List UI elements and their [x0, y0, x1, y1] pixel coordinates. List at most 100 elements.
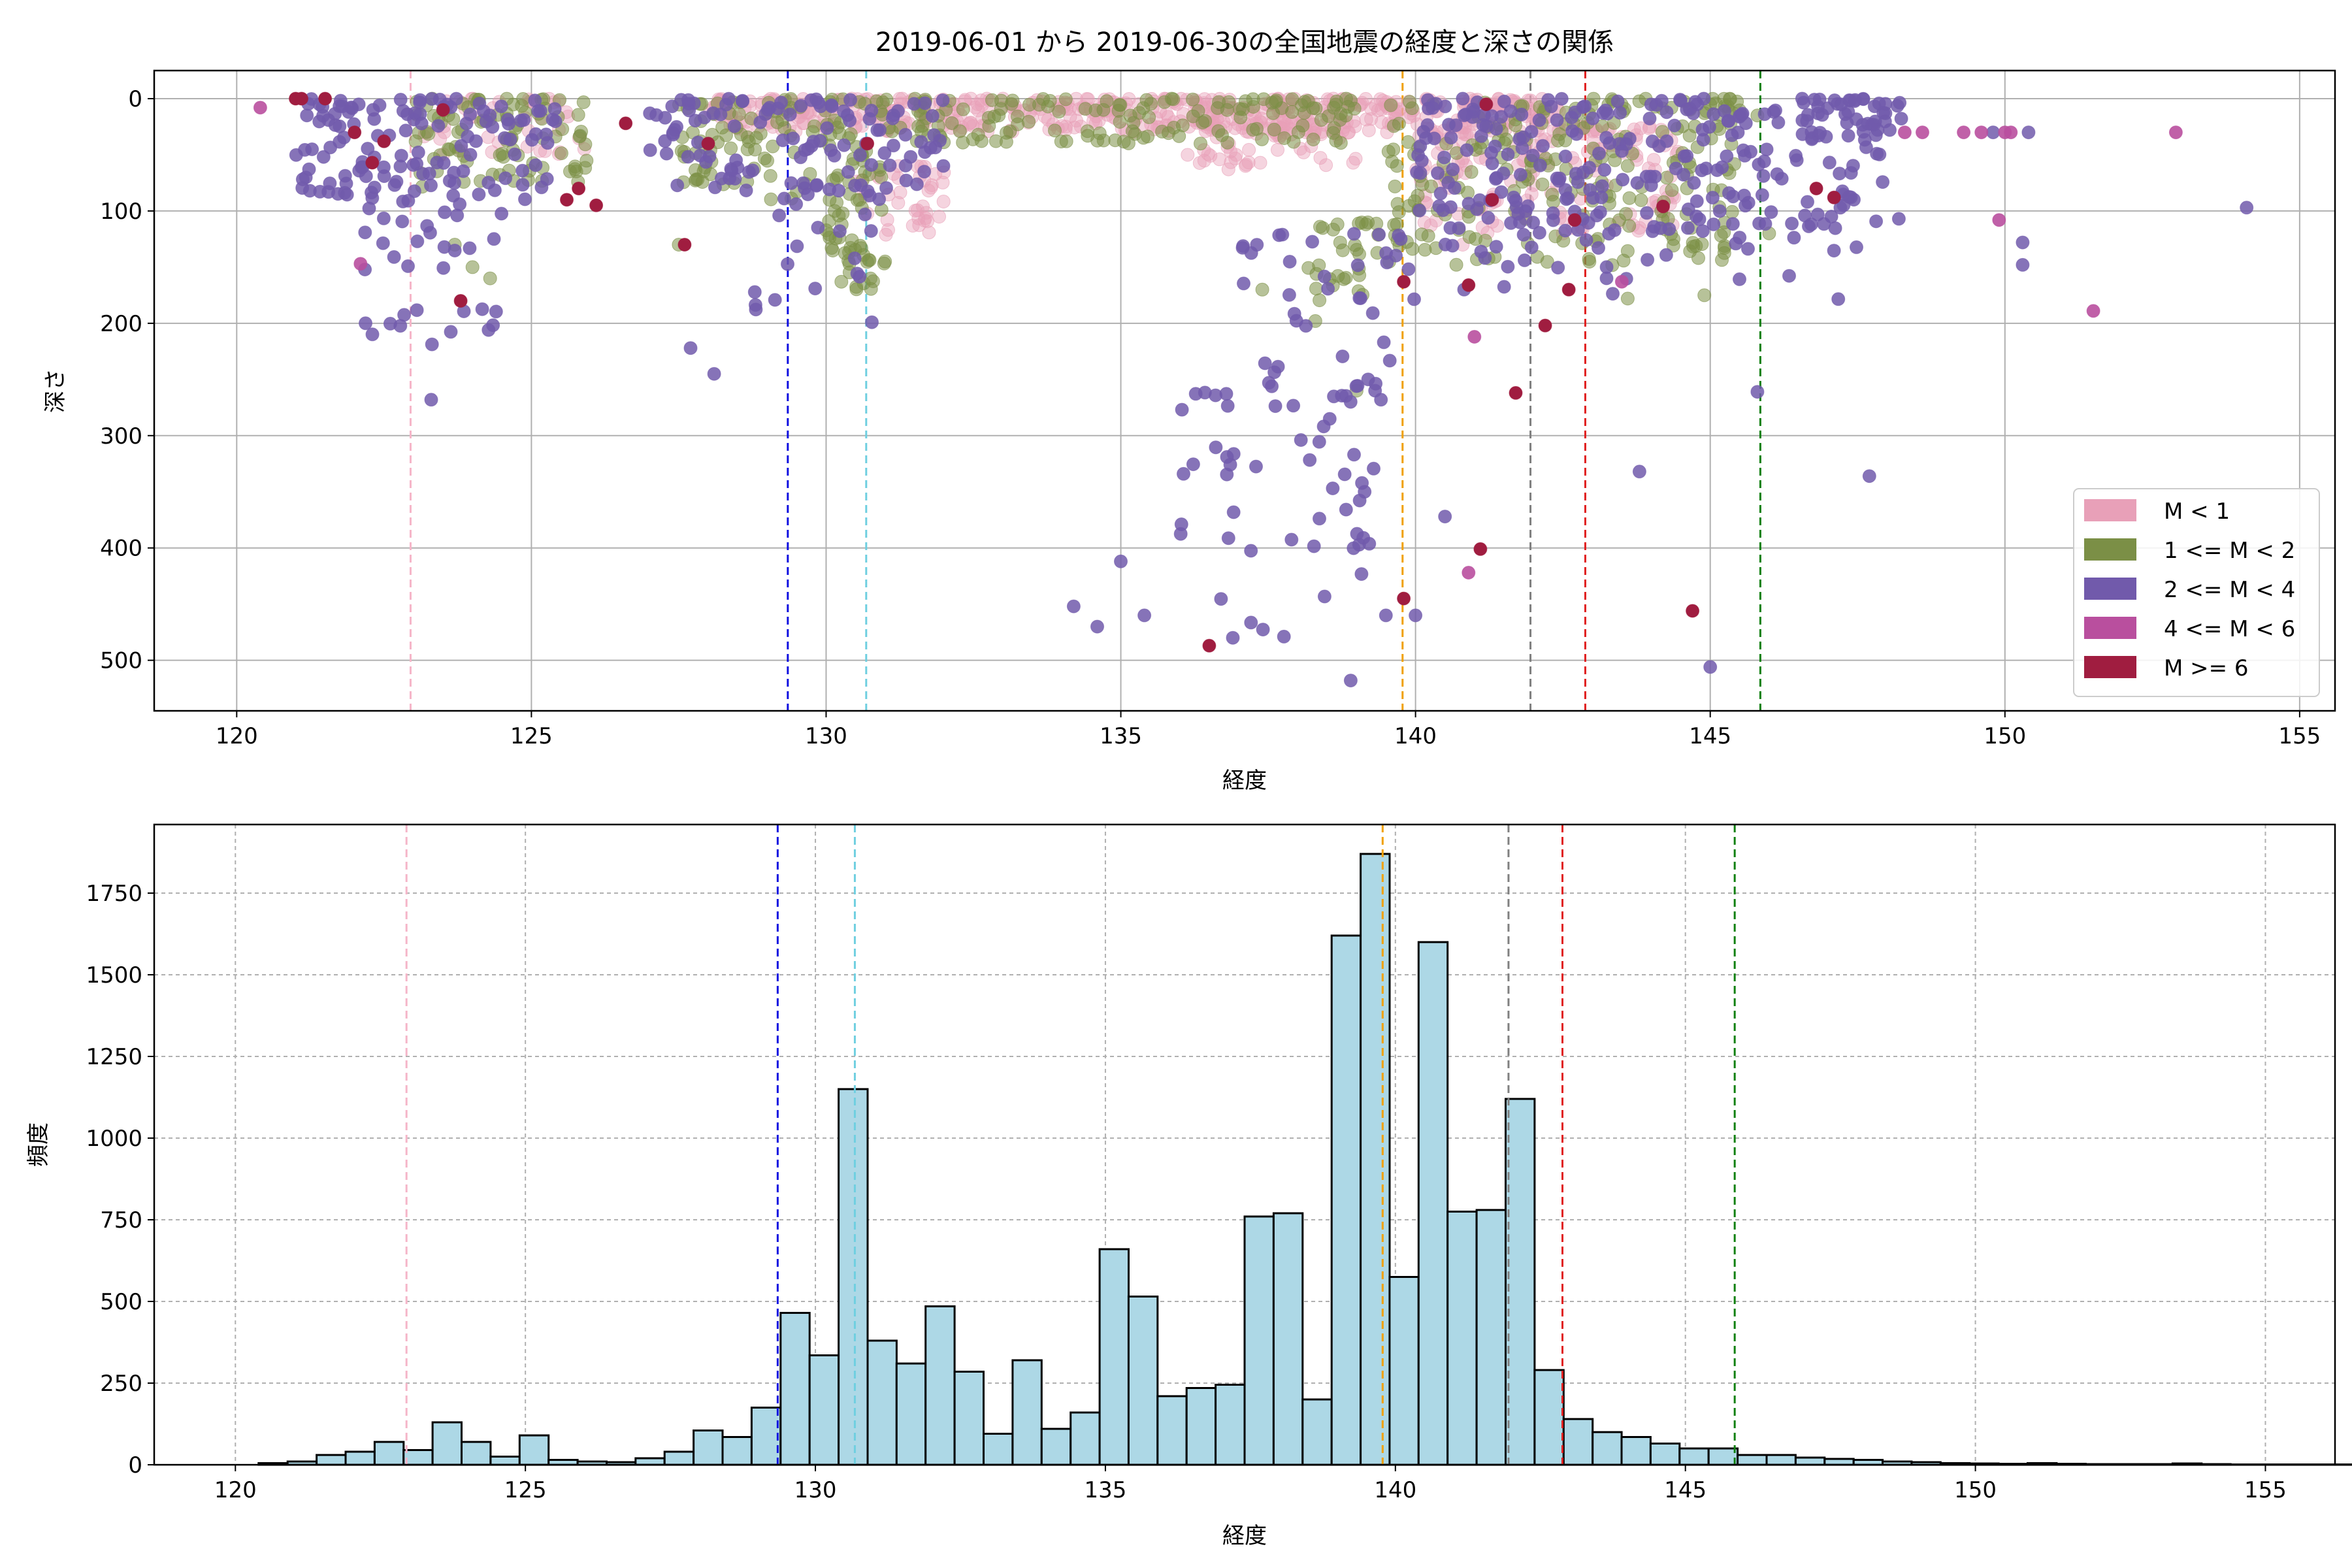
scatter-point — [365, 155, 380, 170]
scatter-point — [1213, 152, 1226, 167]
scatter-point — [658, 134, 672, 148]
scatter-point — [1703, 660, 1718, 674]
histogram-y-tick-label: 0 — [128, 1452, 142, 1478]
histogram-bar — [1243, 1215, 1275, 1466]
scatter-point — [1309, 101, 1323, 116]
scatter-point — [1695, 163, 1709, 178]
histogram-bar — [838, 1088, 869, 1466]
scatter-point — [1239, 157, 1253, 172]
histogram-bar — [373, 1441, 405, 1466]
scatter-point — [393, 93, 408, 106]
histogram-x-tick-label: 155 — [2244, 1477, 2287, 1503]
scatter-point — [885, 111, 900, 125]
scatter-point — [1712, 204, 1727, 218]
scatter-point — [784, 176, 798, 190]
scatter-point — [1842, 189, 1856, 204]
scatter-point — [1659, 134, 1674, 148]
scatter-point — [362, 201, 376, 216]
scatter-point — [2168, 125, 2183, 140]
scatter-point — [928, 140, 943, 155]
scatter-point — [688, 114, 702, 128]
histogram-x-tick-label: 135 — [1084, 1477, 1126, 1503]
scatter-point — [865, 315, 879, 329]
scatter-point — [1513, 167, 1527, 182]
scatter-point — [1303, 453, 1317, 467]
scatter-point — [1462, 278, 1476, 292]
scatter-y-ticks: 0 100 200 300 400 500 — [100, 86, 154, 674]
scatter-point — [365, 327, 380, 342]
scatter-point — [914, 135, 928, 149]
scatter-point — [1725, 204, 1739, 219]
scatter-point — [770, 115, 785, 129]
scatter-point — [1592, 241, 1605, 255]
scatter-point — [465, 260, 480, 274]
scatter-point — [482, 323, 496, 337]
scatter-point — [1114, 554, 1128, 568]
histogram-bar — [402, 1449, 434, 1466]
scatter-point — [1535, 177, 1550, 191]
scatter-point — [1859, 140, 1873, 154]
scatter-point — [1518, 204, 1533, 218]
scatter-point — [1707, 107, 1721, 122]
scatter-point — [1872, 96, 1886, 110]
scatter-point — [1335, 243, 1350, 257]
scatter-grid — [154, 71, 2335, 711]
scatter-point — [352, 163, 367, 178]
scatter-point — [1436, 203, 1450, 218]
scatter-point — [707, 367, 721, 381]
scatter-point — [253, 101, 267, 115]
scatter-point — [515, 178, 530, 192]
scatter-point — [1175, 118, 1190, 133]
scatter-y-label: 深さ — [42, 368, 69, 413]
scatter-point — [1602, 227, 1616, 241]
scatter-point — [1801, 195, 1814, 209]
scatter-point — [1509, 118, 1523, 133]
scatter-point — [377, 169, 391, 184]
histogram-bar — [344, 1450, 376, 1466]
scatter-point — [442, 142, 457, 157]
scatter-point — [742, 165, 756, 179]
scatter-point — [912, 218, 926, 233]
scatter-point — [338, 169, 352, 183]
scatter-axes: 120 125 130 135 140 145 150 155 0 100 200 300 400 50… — [42, 69, 2336, 794]
scatter-point — [1275, 227, 1290, 242]
scatter-point — [430, 155, 444, 170]
scatter-point — [777, 191, 791, 206]
scatter-point — [1501, 259, 1515, 274]
scatter-point — [895, 91, 909, 106]
scatter-point — [1250, 238, 1264, 252]
scatter-point — [1209, 440, 1223, 455]
scatter-point — [1233, 102, 1247, 116]
scatter-point — [353, 257, 368, 271]
scatter-point — [1294, 433, 1308, 447]
scatter-point — [377, 134, 391, 148]
scatter-point — [1214, 592, 1228, 606]
scatter-point — [768, 293, 782, 307]
scatter-point — [1081, 129, 1095, 143]
scatter-point — [1141, 129, 1155, 144]
histogram-y-tick-label: 1750 — [86, 881, 142, 907]
scatter-point — [917, 165, 932, 179]
scatter-point — [560, 193, 574, 207]
scatter-point — [1108, 133, 1122, 148]
scatter-point — [376, 211, 391, 225]
scatter-point — [1407, 292, 1421, 306]
scatter-point — [393, 159, 408, 174]
scatter-point — [1725, 217, 1740, 231]
scatter-point — [1554, 91, 1569, 106]
scatter-point — [497, 131, 512, 145]
scatter-point — [425, 337, 439, 351]
scatter-point — [1164, 91, 1179, 106]
scatter-point — [729, 153, 743, 167]
scatter-point — [860, 255, 874, 269]
scatter-point — [1560, 192, 1573, 206]
scatter-x-tick-label: 145 — [1689, 723, 1731, 749]
scatter-point — [827, 148, 841, 163]
scatter-point — [757, 152, 772, 165]
scatter-point — [1296, 118, 1310, 133]
scatter-point — [540, 172, 554, 186]
scatter-point — [1645, 134, 1659, 148]
scatter-point — [1571, 175, 1585, 189]
scatter-point — [1282, 287, 1296, 302]
scatter-point — [1244, 615, 1258, 630]
